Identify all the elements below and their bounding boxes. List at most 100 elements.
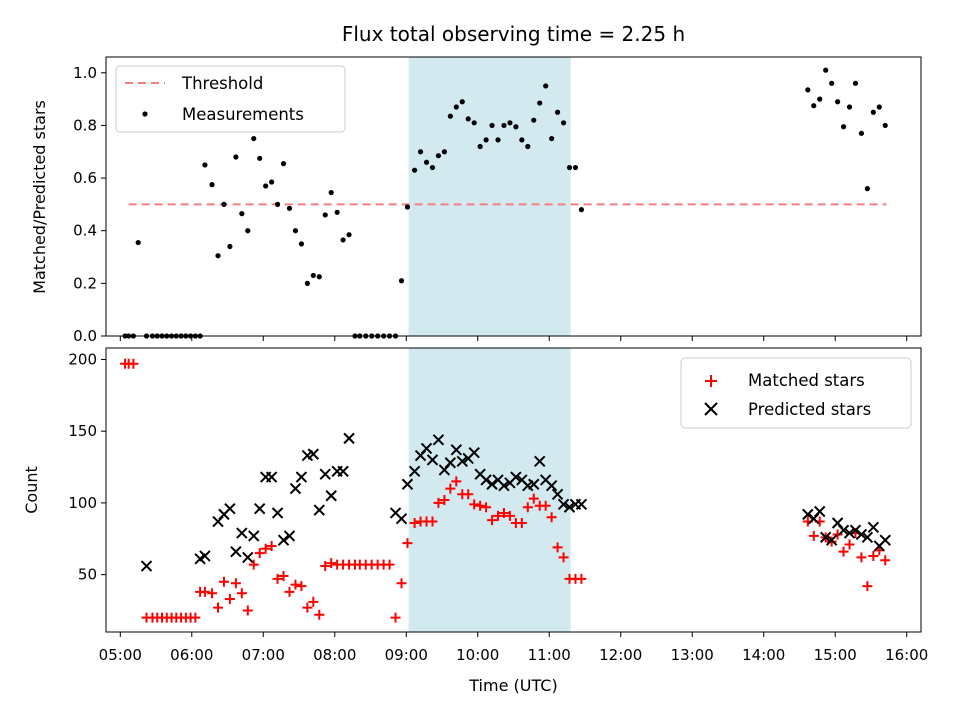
- legend-predicted-swatch: [704, 402, 718, 416]
- matched-star-point: [469, 499, 480, 510]
- predicted-star-point: [855, 528, 868, 541]
- predicted-star-point: [480, 474, 492, 486]
- matched-star-point: [481, 502, 492, 513]
- matched-star-point: [427, 516, 438, 527]
- matched-star-point: [487, 515, 498, 526]
- matched-star-point: [236, 588, 247, 599]
- x-axis-label: Time (UTC): [468, 676, 557, 695]
- bottom-x-tick-label: 12:00: [599, 646, 642, 664]
- bottom-y-tick-label: 100: [68, 494, 97, 512]
- measurement-point: [852, 80, 859, 86]
- measurement-point: [269, 179, 275, 185]
- measurement-point: [316, 274, 322, 280]
- matched-star-point: [540, 500, 551, 511]
- predicted-star-point: [325, 490, 337, 502]
- matched-star-point: [272, 573, 283, 584]
- measurement-point: [811, 103, 817, 109]
- matched-star-point: [409, 517, 420, 528]
- measurement-point: [465, 116, 471, 122]
- predicted-star-point: [802, 508, 814, 521]
- measurement-point: [823, 67, 829, 73]
- bottom-x-tick-label: 09:00: [385, 646, 428, 664]
- predicted-star-point: [313, 504, 325, 516]
- predicted-star-point: [283, 530, 296, 542]
- matched-star-point: [302, 602, 313, 613]
- matched-star-point: [320, 561, 331, 572]
- measurement-point: [340, 237, 346, 243]
- measurement-point: [202, 162, 208, 168]
- measurement-point: [441, 149, 447, 155]
- matched-star-point: [856, 552, 867, 563]
- matched-star-point: [838, 546, 849, 557]
- measurement-point: [398, 278, 405, 284]
- bottom-y-tick-label: 150: [68, 422, 97, 440]
- measurement-point: [310, 272, 316, 279]
- measurement-point: [292, 228, 299, 234]
- predicted-star-point: [401, 478, 414, 490]
- measurement-point: [334, 209, 340, 215]
- measurement-point: [322, 212, 328, 218]
- measurement-point: [209, 182, 215, 188]
- predicted-star-point: [265, 471, 278, 483]
- measurement-point: [239, 211, 245, 217]
- matched-star-point: [439, 495, 450, 506]
- matched-star-point: [546, 512, 557, 523]
- matched-star-point: [558, 552, 569, 563]
- predicted-star-point: [426, 454, 439, 466]
- top-y-tick-label: 0.6: [73, 169, 97, 187]
- matched-star-point: [213, 602, 224, 613]
- measurement-point: [286, 205, 293, 211]
- legend-threshold-label: Threshold: [181, 74, 263, 93]
- measurement-point: [429, 164, 436, 171]
- top-y-tick-label: 0.2: [73, 274, 97, 292]
- measurement-point: [453, 104, 459, 110]
- predicted-star-point: [814, 505, 826, 518]
- matched-star-point: [433, 497, 444, 508]
- matched-star-point: [493, 510, 504, 521]
- measurement-point: [817, 96, 823, 102]
- predicted-star-point: [456, 455, 468, 468]
- matched-star-point: [308, 596, 319, 607]
- matched-star-point: [522, 502, 533, 513]
- measurement-point: [404, 204, 411, 210]
- top-y-axis-label: Matched/Predicted stars: [30, 100, 49, 294]
- measurement-point: [864, 186, 870, 192]
- predicted-star-point: [199, 550, 211, 562]
- matched-star-point: [868, 550, 879, 561]
- bottom-x-tick-label: 06:00: [170, 646, 213, 664]
- measurement-point: [483, 137, 489, 143]
- top-y-ticks: 0.0 0.2 0.4 0.6 0.8 1.0: [73, 64, 106, 345]
- matched-star-point: [242, 605, 253, 616]
- matched-star-point: [396, 578, 407, 589]
- matched-star-point: [552, 542, 563, 553]
- matched-star-point: [504, 510, 515, 521]
- measurement-point: [280, 160, 287, 167]
- measurement-point: [531, 117, 537, 123]
- predicted-star-point: [140, 560, 153, 572]
- predicted-star-point: [337, 465, 349, 478]
- matched-star-point: [498, 507, 509, 518]
- bottom-highlight-span: [408, 348, 571, 632]
- matched-star-point: [128, 358, 139, 369]
- measurement-point: [566, 164, 573, 171]
- matched-star-point: [284, 586, 295, 597]
- measurement-point: [245, 228, 251, 234]
- measurement-point: [876, 104, 882, 110]
- matched-star-point: [199, 586, 210, 597]
- matched-star-point: [207, 588, 218, 599]
- predicted-star-point: [837, 524, 850, 536]
- matched-star-point: [230, 578, 241, 589]
- predicted-star-points: [140, 432, 891, 572]
- predicted-star-point: [825, 534, 838, 546]
- predicted-star-point: [307, 448, 320, 460]
- bottom-y-tick-label: 50: [78, 566, 97, 584]
- measurement-point: [412, 167, 418, 173]
- matched-star-point: [576, 573, 587, 584]
- top-y-tick-label: 0.4: [73, 222, 97, 240]
- bottom-legend-box: [680, 357, 912, 429]
- matched-star-point: [826, 536, 837, 547]
- measurement-point: [507, 120, 513, 126]
- predicted-star-point: [498, 479, 510, 492]
- measurement-point: [417, 149, 424, 155]
- predicted-star-point: [248, 530, 260, 542]
